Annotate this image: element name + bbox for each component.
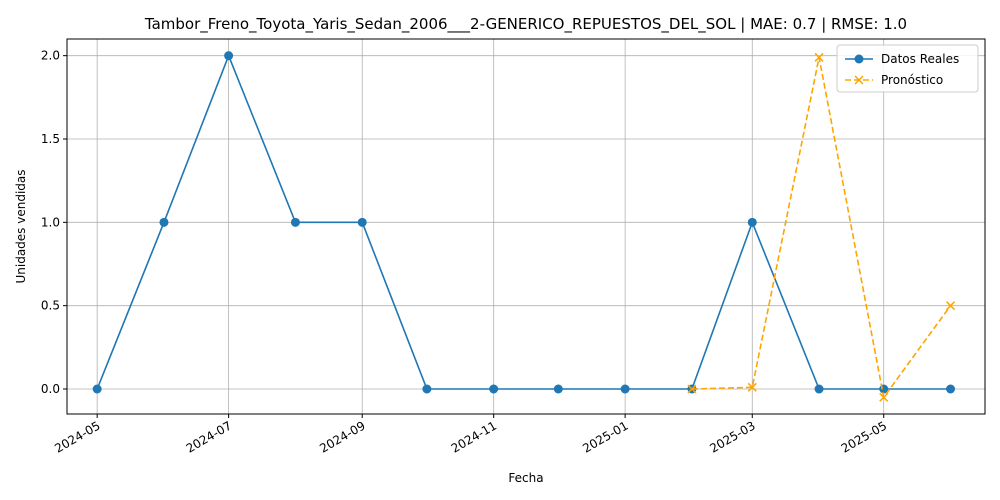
x-tick-label: 2025-01 [580,418,630,455]
y-axis-ticks: 0.0 0.5 1.0 1.5 2.0 [41,49,67,396]
x-axis-label: Fecha [508,471,543,485]
x-tick-label: 2025-03 [707,418,757,455]
y-tick-label: 1.0 [41,215,60,229]
data-point [747,217,757,227]
x-tick-label: 2024-07 [184,418,234,455]
chart-title: Tambor_Freno_Toyota_Yaris_Sedan_2006___2… [144,15,907,34]
data-point [357,217,367,227]
series-layer [92,51,956,402]
legend-item: Pronóstico [845,73,943,87]
y-tick-label: 0.0 [41,382,60,396]
data-point [946,384,956,394]
series-0 [92,51,956,394]
data-point [422,384,432,394]
data-point [814,384,824,394]
series-1 [687,52,956,402]
legend-label: Datos Reales [881,52,959,66]
legend: Datos Reales Pronóstico [836,44,979,93]
x-tick-label: 2024-11 [449,418,499,455]
data-point [159,217,169,227]
data-point [620,384,630,394]
grid-lines [67,39,985,414]
series-line [691,57,952,400]
x-tick-label: 2025-05 [839,418,889,455]
data-point [945,301,956,311]
data-point [290,217,300,227]
x-tick-label: 2024-05 [52,418,102,455]
data-point [879,392,889,402]
y-axis-label: Unidades vendidas [14,169,28,283]
data-point [92,384,102,394]
x-tick-label: 2024-09 [317,418,367,455]
series-line [96,53,951,390]
x-axis-ticks: 2024-05 2024-07 2024-09 2024-11 2025-01 2025-… [52,414,889,456]
data-point [489,384,499,394]
plot-area-frame [66,38,986,415]
data-point [553,384,563,394]
y-tick-label: 2.0 [41,49,60,63]
data-point [687,384,697,394]
y-tick-label: 0.5 [41,299,60,313]
legend-label: Pronóstico [881,73,943,87]
legend-item: Datos Reales [845,52,959,66]
y-tick-label: 1.5 [41,132,60,146]
data-point [224,51,234,61]
data-point [814,52,824,62]
data-point [747,382,757,392]
